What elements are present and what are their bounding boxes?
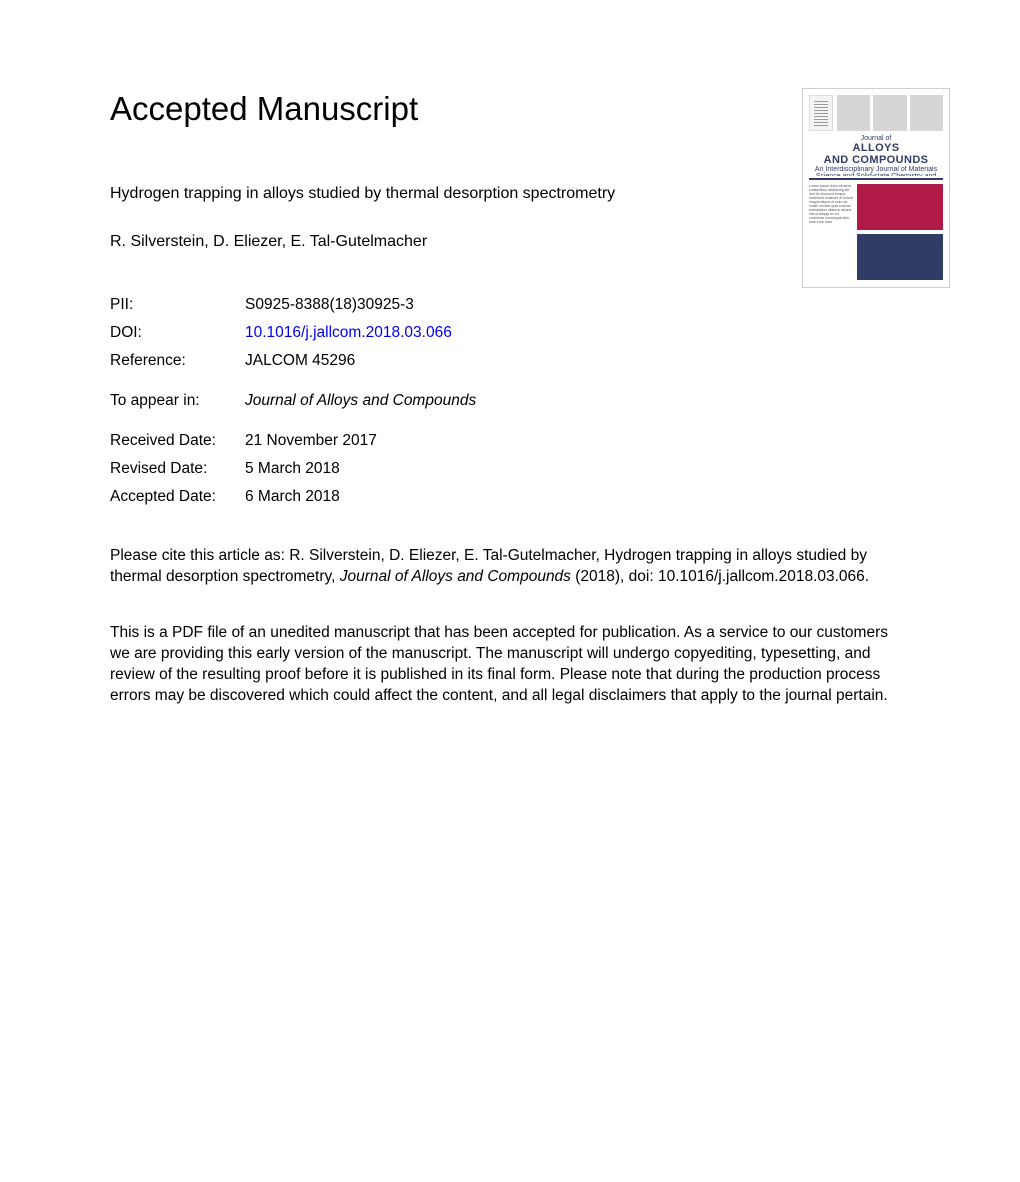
citation-journal: Journal of Alloys and Compounds	[340, 568, 571, 585]
page-container: Journal of ALLOYS AND COMPOUNDS An Inter…	[0, 0, 1020, 747]
revised-label: Revised Date:	[110, 460, 245, 478]
cover-toc-column: Lorem ipsum dolor sit amet consectetur a…	[809, 184, 853, 280]
disclaimer-paragraph: This is a PDF file of an unedited manusc…	[110, 623, 910, 707]
accepted-row: Accepted Date: 6 March 2018	[110, 488, 910, 506]
citation-suffix: (2018), doi: 10.1016/j.jallcom.2018.03.0…	[571, 568, 869, 585]
cover-rule	[809, 178, 943, 180]
to-appear-row: To appear in: Journal of Alloys and Comp…	[110, 392, 910, 410]
doi-row: DOI: 10.1016/j.jallcom.2018.03.066	[110, 324, 910, 342]
reference-row: Reference: JALCOM 45296	[110, 352, 910, 370]
cover-block-pink	[857, 184, 943, 230]
journal-cover-thumbnail: Journal of ALLOYS AND COMPOUNDS An Inter…	[802, 88, 950, 288]
accepted-label: Accepted Date:	[110, 488, 245, 506]
accepted-manuscript-heading: Accepted Manuscript	[110, 90, 910, 128]
received-value: 21 November 2017	[245, 432, 377, 450]
doi-link[interactable]: 10.1016/j.jallcom.2018.03.066	[245, 324, 452, 342]
metadata-table: PII: S0925-8388(18)30925-3 DOI: 10.1016/…	[110, 296, 910, 370]
cover-block-navy	[857, 234, 943, 280]
cover-journal-title: Journal of ALLOYS AND COMPOUNDS	[809, 135, 943, 166]
doi-label: DOI:	[110, 324, 245, 342]
to-appear-value: Journal of Alloys and Compounds	[245, 392, 476, 410]
paper-authors: R. Silverstein, D. Eliezer, E. Tal-Gutel…	[110, 233, 910, 251]
pii-row: PII: S0925-8388(18)30925-3	[110, 296, 910, 314]
elsevier-logo-icon	[809, 95, 833, 131]
cover-topbar	[809, 95, 943, 131]
cover-toc-text: Lorem ipsum dolor sit amet consectetur a…	[809, 184, 853, 280]
received-row: Received Date: 21 November 2017	[110, 432, 910, 450]
accepted-value: 6 March 2018	[245, 488, 340, 506]
revised-value: 5 March 2018	[245, 460, 340, 478]
cover-title-line2: ALLOYS	[809, 142, 943, 154]
cover-title-line1: Journal of	[809, 135, 943, 142]
cover-subtitle: An Interdisciplinary Journal of Material…	[809, 166, 943, 176]
cover-body: Lorem ipsum dolor sit amet consectetur a…	[809, 184, 943, 280]
received-label: Received Date:	[110, 432, 245, 450]
paper-title: Hydrogen trapping in alloys studied by t…	[110, 183, 910, 205]
pii-label: PII:	[110, 296, 245, 314]
cover-top-blocks	[837, 95, 943, 131]
pii-value: S0925-8388(18)30925-3	[245, 296, 414, 314]
revised-row: Revised Date: 5 March 2018	[110, 460, 910, 478]
dates-table: Received Date: 21 November 2017 Revised …	[110, 432, 910, 506]
to-appear-label: To appear in:	[110, 392, 245, 410]
cover-right-column	[857, 184, 943, 280]
reference-value: JALCOM 45296	[245, 352, 355, 370]
reference-label: Reference:	[110, 352, 245, 370]
citation-paragraph: Please cite this article as: R. Silverst…	[110, 546, 910, 588]
cover-title-line3: AND COMPOUNDS	[809, 154, 943, 166]
